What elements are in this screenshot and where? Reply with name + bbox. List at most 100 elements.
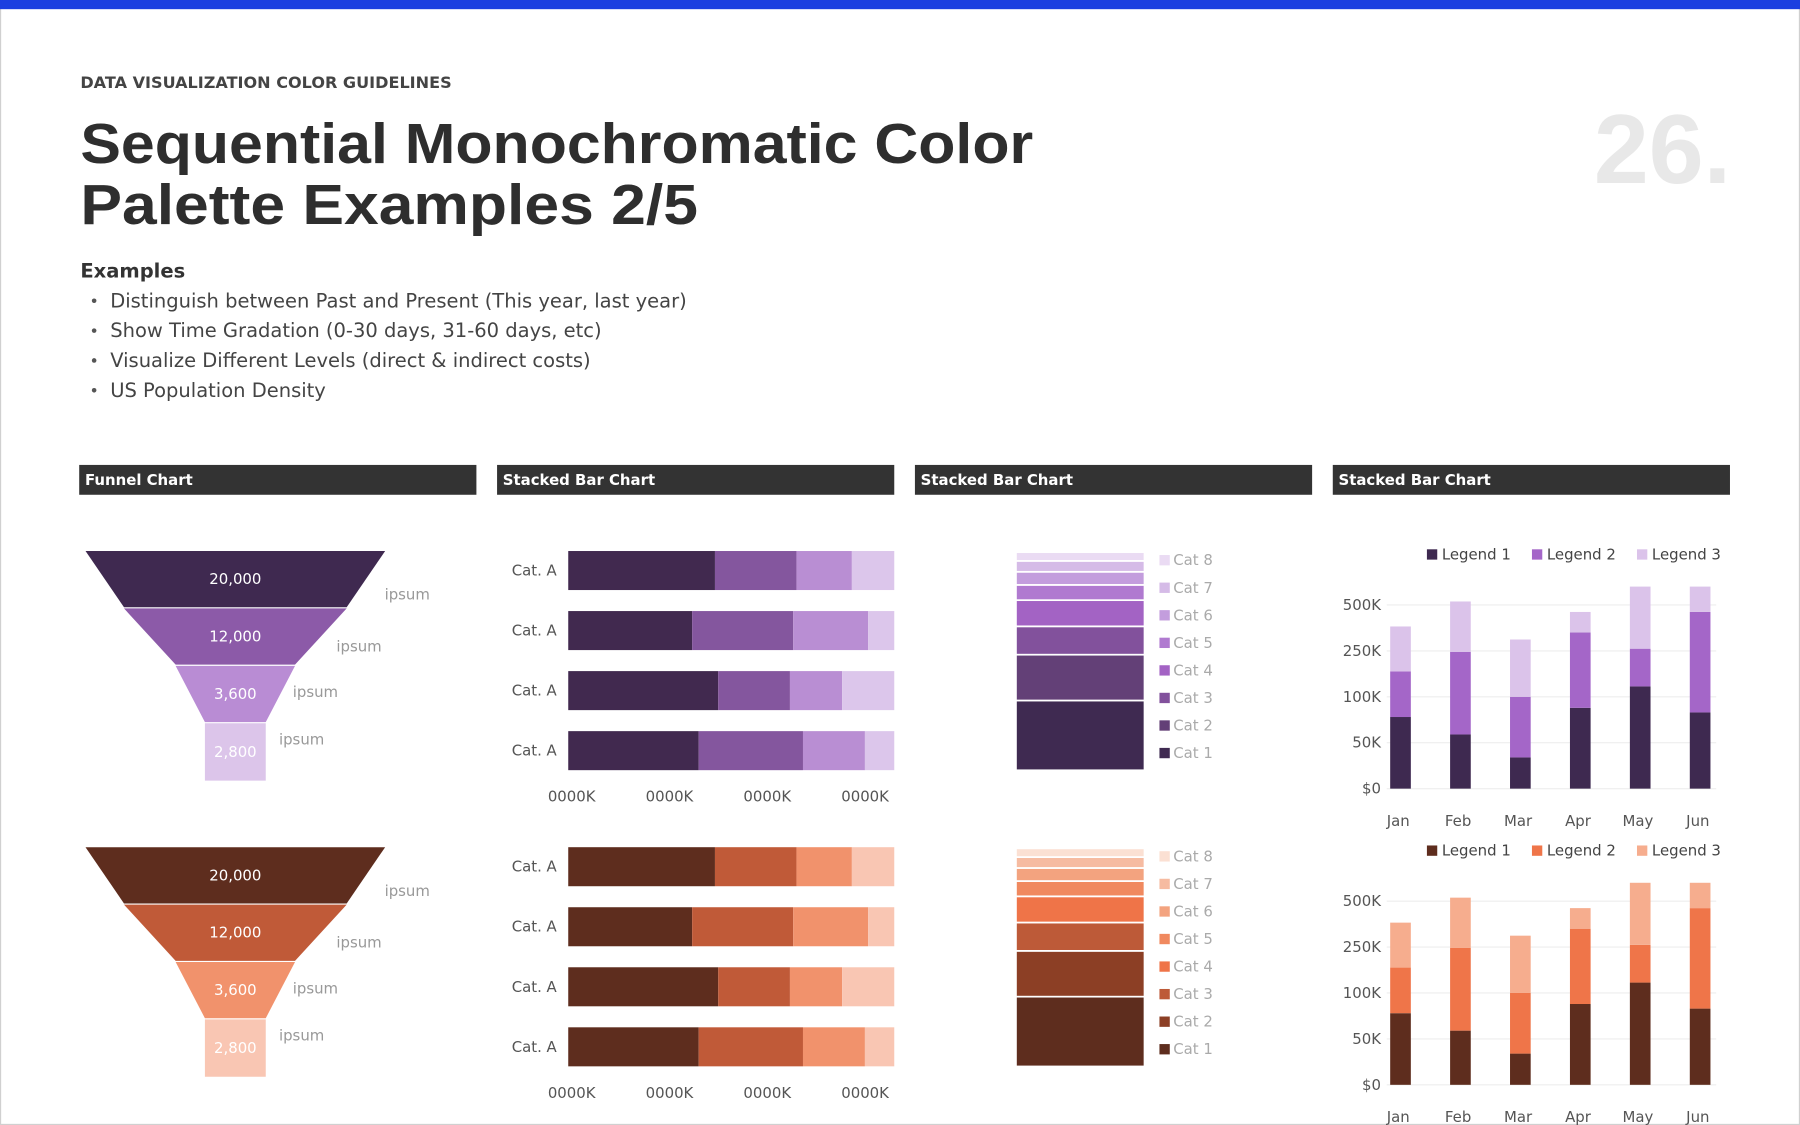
bar-segment [789,967,843,1007]
bar-segment [1569,908,1591,929]
legend-label: Cat 3 [1173,985,1213,1003]
legend-swatch [1159,555,1170,566]
bar-segment [568,731,699,771]
page-number: 26. [1594,94,1731,204]
bar-segment [714,551,797,591]
legend-swatch [1159,637,1170,649]
column-segment [1015,995,1146,1068]
bar-segment [1629,586,1651,649]
bar-segment [851,847,895,887]
bar-segment [1689,586,1711,612]
column-segment [1015,895,1146,924]
legend-label: Legend 2 [1547,842,1616,860]
column-segment [1015,880,1146,898]
legend-label: Cat 2 [1173,717,1213,735]
bar-segment [1450,1030,1471,1085]
legend-label: Cat 1 [1173,744,1213,762]
legend-label: Legend 1 [1442,545,1511,563]
x-tick-label: 0000K [743,788,792,806]
bar-segment [842,967,895,1007]
legend-label: Cat 6 [1173,902,1213,920]
funnel-segment [204,723,266,781]
legend-label: Cat 5 [1173,930,1213,948]
funnel-segment [175,665,296,723]
bar-segment [1629,944,1651,983]
example-item: Distinguish between Past and Present (Th… [110,289,687,312]
funnel-segment [123,608,347,665]
bar-segment [714,847,797,887]
x-tick-label: 0000K [646,1084,695,1102]
legend-swatch [1159,720,1170,731]
legend-swatch [1531,845,1543,856]
bar-segment [868,611,895,651]
legend-swatch [1159,692,1170,704]
bar-segment [793,611,869,651]
bar-segment [868,907,895,947]
bar-segment [1450,897,1471,948]
y-tick-label: 250K [1343,642,1382,660]
panel-header [497,464,895,495]
bar-segment [1390,626,1411,672]
funnel-segment [204,1019,266,1077]
funnel-value: 12,000 [209,924,261,942]
panel-title: Stacked Bar Chart [921,471,1073,489]
category-label: Cat. A [512,918,558,936]
bar-segment [568,1027,699,1067]
y-tick-label: 100K [1343,984,1382,1002]
bar-segment [1450,601,1471,652]
funnel-value: 3,600 [214,685,257,703]
bar-segment [1569,707,1591,789]
bar-segment [1390,1013,1411,1085]
bar-segment [1569,632,1591,708]
funnel-label: ipsum [336,933,381,951]
example-item: US Population Density [110,379,326,402]
bar-segment [568,611,693,651]
category-label: Cat. A [512,978,558,996]
bar-segment [851,551,895,591]
x-tick-label: Feb [1445,812,1471,830]
bar-segment [568,967,719,1007]
legend-label: Cat 8 [1173,847,1213,865]
funnel-value: 3,600 [214,981,257,999]
bar-segment [1510,639,1531,697]
category-label: Cat. A [512,1038,558,1056]
bar-segment [796,847,852,887]
bar-segment [1689,882,1711,909]
legend-label: Legend 1 [1442,842,1511,860]
bar-segment [802,1027,865,1067]
legend-swatch [1159,906,1170,917]
category-label: Cat. A [512,742,558,760]
legend-swatch [1159,582,1170,593]
bar-segment [718,967,790,1007]
column-segment [1015,560,1146,573]
legend-swatch [1531,549,1543,560]
funnel-label: ipsum [293,683,338,701]
column-segment [1015,653,1146,702]
bar-segment [1510,1053,1531,1085]
column-segment [1015,551,1146,562]
bar-segment [1689,908,1711,1009]
bar-segment [568,671,719,711]
legend-label: Cat 7 [1173,579,1213,597]
bar-segment [718,671,790,711]
y-tick-label: 500K [1343,892,1382,910]
funnel-value: 2,800 [214,1039,257,1057]
top-bar [0,0,1800,10]
funnel-label: ipsum [385,882,430,900]
legend-swatch [1426,549,1438,560]
column-segment [1015,949,1146,998]
bar-segment [864,1027,895,1067]
x-tick-label: May [1622,812,1653,830]
funnel-value: 12,000 [209,628,261,646]
bullet [91,298,97,304]
x-tick-label: 0000K [743,1084,792,1102]
panel-title: Stacked Bar Chart [1339,471,1491,489]
legend-label: Cat 1 [1173,1040,1213,1058]
x-tick-label: Feb [1445,1108,1471,1125]
bar-segment [1450,651,1471,735]
bar-segment [1569,611,1591,633]
legend-swatch [1636,549,1648,560]
legend-swatch [1159,665,1170,676]
panel-title: Funnel Chart [85,471,193,489]
